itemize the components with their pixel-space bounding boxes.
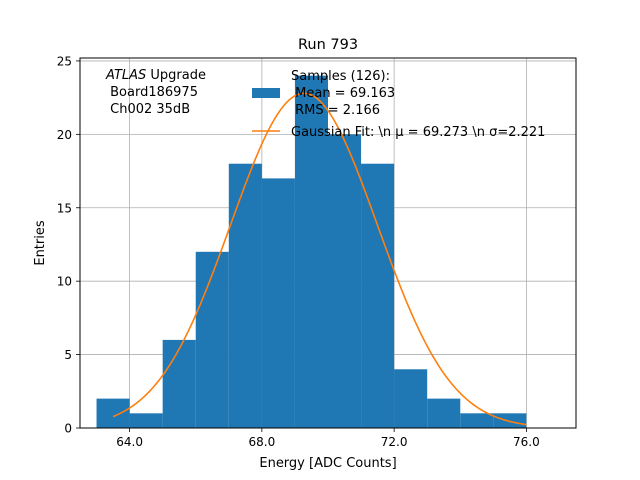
x-tick-label: 68.0	[249, 435, 276, 449]
gaussian-fit-curve	[112, 92, 527, 426]
plot-frame	[79, 57, 577, 429]
y-tick-label: 5	[64, 348, 72, 362]
histogram-bar	[427, 398, 461, 428]
annotation-channel: Ch002 35dB	[106, 102, 190, 117]
x-axis-label: Energy [ADC Counts]	[259, 456, 396, 471]
y-axis-label: Entries	[33, 220, 48, 266]
histogram-bar	[460, 413, 494, 428]
x-tick-label: 64.0	[116, 435, 143, 449]
histogram-bar	[361, 163, 395, 428]
annotation-board: Board186975	[106, 85, 198, 100]
histogram-bar	[294, 75, 328, 428]
y-tick-label: 15	[57, 201, 72, 215]
y-tick-label: 20	[57, 128, 72, 142]
y-tick-label: 10	[57, 275, 72, 289]
histogram-bar	[328, 134, 362, 428]
histogram-bar	[394, 369, 428, 428]
legend-hist-line-1: Samples (126):	[291, 69, 390, 84]
legend-hist-swatch	[252, 88, 280, 98]
axis-ticks: 64.0 68.0 72.0 76.0 0 5 10 15 20 25	[57, 54, 540, 449]
histogram-bar	[261, 178, 295, 428]
annotation-atlas: ATLAS	[105, 68, 146, 83]
legend: Samples (126): Mean = 69.163 RMS = 2.166…	[252, 69, 545, 140]
histogram-bar	[96, 398, 130, 428]
x-tick-label: 76.0	[513, 435, 540, 449]
y-tick-label: 0	[64, 422, 72, 436]
legend-hist-line-3: RMS = 2.166	[291, 103, 380, 118]
legend-fit-label: Gaussian Fit: \n μ = 69.273 \n σ=2.221	[291, 125, 545, 140]
chart-title: Run 793	[298, 37, 358, 53]
histogram-bar	[195, 251, 229, 428]
y-tick-label: 25	[57, 54, 72, 68]
x-tick-label: 72.0	[381, 435, 408, 449]
histogram-bar	[129, 413, 163, 428]
histogram-bars	[96, 75, 527, 428]
annotation-line-1: ATLAS Upgrade	[105, 68, 206, 83]
atlas-annotation: ATLAS Upgrade Board186975 Ch002 35dB	[105, 68, 206, 117]
histogram-bar	[162, 339, 196, 428]
histogram-bar	[228, 163, 262, 428]
annotation-upgrade: Upgrade	[146, 68, 206, 83]
legend-hist-line-2: Mean = 69.163	[291, 86, 395, 101]
